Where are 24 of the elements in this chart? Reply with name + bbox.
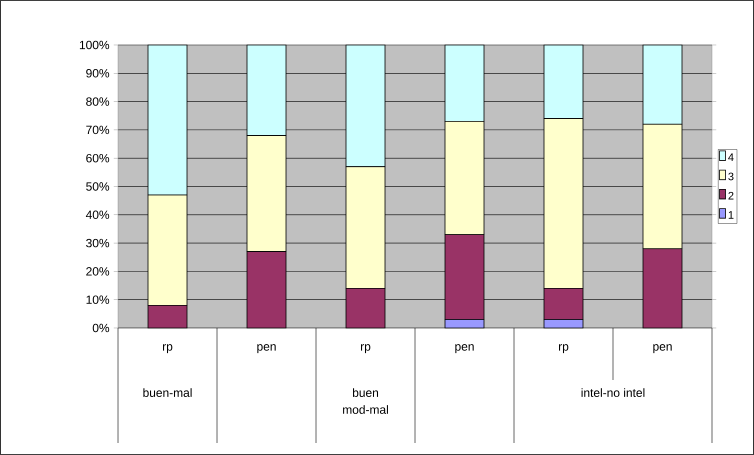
y-tick-label: 70% — [86, 126, 110, 134]
text: intel-no intel — [582, 388, 644, 397]
y-tick-label: 20% — [86, 267, 110, 276]
legend-label: 4 — [728, 153, 734, 161]
text: buen mod-mal — [343, 388, 388, 414]
y-tick-label: 40% — [86, 210, 110, 220]
x-tick-label: pen — [653, 344, 672, 354]
x-tick-label: rp — [558, 344, 568, 354]
y-tick-label: 100% — [80, 40, 110, 50]
legend-label: 3 — [728, 172, 734, 180]
y-tick-label: 90% — [86, 69, 110, 78]
x-tick-label: pen — [455, 344, 474, 354]
x-tick-label: rp — [162, 344, 172, 354]
y-tick-label: 10% — [86, 295, 110, 304]
legend-label: 2 — [728, 192, 734, 200]
y-tick-label: 60% — [86, 154, 110, 162]
legend-label: 1 — [728, 211, 734, 219]
y-tick-label: 30% — [86, 238, 110, 248]
y-tick-label: 80% — [86, 97, 110, 106]
x-tick-label: pen — [257, 344, 276, 354]
text: buen-mal — [143, 388, 192, 397]
y-tick-label: 0% — [92, 324, 110, 332]
x-tick-label: rp — [360, 344, 370, 354]
y-tick-label: 50% — [86, 182, 110, 191]
